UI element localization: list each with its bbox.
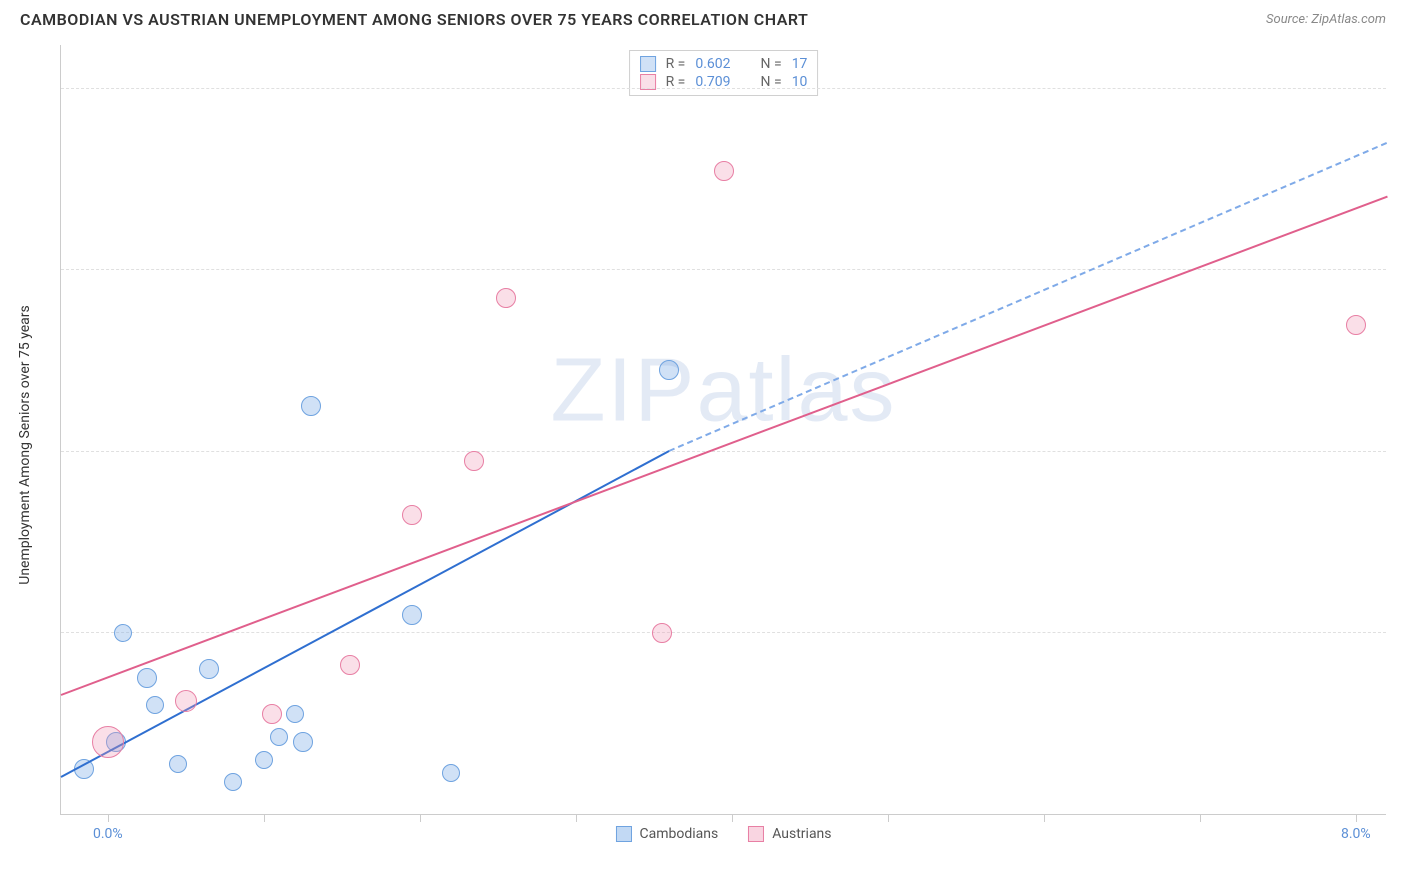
chart-title: CAMBODIAN VS AUSTRIAN UNEMPLOYMENT AMONG…	[20, 10, 808, 29]
scatter-point	[255, 751, 273, 769]
legend-label-austrians: Austrians	[772, 826, 831, 842]
legend-item-austrians: Austrians	[748, 826, 831, 842]
legend-item-cambodians: Cambodians	[615, 826, 718, 842]
x-tick	[1200, 814, 1201, 822]
scatter-point	[199, 659, 219, 679]
legend-swatch-cambodians	[615, 826, 631, 842]
y-tick-label: 20.0%	[1391, 609, 1406, 625]
x-tick	[108, 814, 109, 822]
r-label: R =	[666, 56, 686, 72]
chart-header: CAMBODIAN VS AUSTRIAN UNEMPLOYMENT AMONG…	[0, 0, 1406, 34]
scatter-point	[114, 624, 132, 642]
grid-line	[61, 632, 1386, 633]
scatter-point	[714, 161, 734, 181]
scatter-point	[659, 360, 679, 380]
x-tick	[732, 814, 733, 822]
plot-area: ZIPatlas R = 0.602 N = 17 R = 0.709 N = …	[60, 45, 1386, 815]
x-tick	[420, 814, 421, 822]
scatter-point	[146, 696, 164, 714]
scatter-point	[262, 704, 282, 724]
scatter-point	[137, 668, 157, 688]
scatter-point	[1346, 315, 1366, 335]
scatter-point	[301, 396, 321, 416]
scatter-point	[442, 764, 460, 782]
y-tick-label: 40.0%	[1391, 428, 1406, 444]
scatter-point	[293, 732, 313, 752]
scatter-point	[286, 705, 304, 723]
n-label: N =	[761, 56, 782, 72]
legend-swatch-austrians	[748, 826, 764, 842]
scatter-point	[340, 655, 360, 675]
y-tick-label: 80.0%	[1391, 65, 1406, 81]
chart-container: Unemployment Among Seniors over 75 years…	[60, 45, 1386, 845]
scatter-point	[224, 773, 242, 791]
r-value-cambodians: 0.602	[695, 56, 730, 72]
legend-bottom: Cambodians Austrians	[615, 826, 831, 842]
y-axis-label: Unemployment Among Seniors over 75 years	[17, 305, 33, 585]
swatch-cambodians	[640, 56, 656, 72]
scatter-point	[652, 623, 672, 643]
watermark-bold: ZIP	[550, 341, 696, 441]
source-citation: Source: ZipAtlas.com	[1266, 12, 1386, 27]
trend-line	[61, 196, 1388, 696]
y-tick-label: 60.0%	[1391, 246, 1406, 262]
stats-row-cambodians: R = 0.602 N = 17	[640, 55, 808, 73]
x-tick	[888, 814, 889, 822]
x-tick	[264, 814, 265, 822]
x-tick-label: 0.0%	[93, 826, 123, 842]
x-tick	[1044, 814, 1045, 822]
scatter-point	[169, 755, 187, 773]
n-value-cambodians: 17	[792, 56, 808, 72]
grid-line	[61, 451, 1386, 452]
x-tick	[1356, 814, 1357, 822]
scatter-point	[92, 726, 124, 758]
grid-line	[61, 88, 1386, 89]
legend-label-cambodians: Cambodians	[639, 826, 718, 842]
x-tick	[576, 814, 577, 822]
x-tick-label: 8.0%	[1341, 826, 1371, 842]
scatter-point	[402, 505, 422, 525]
scatter-point	[496, 288, 516, 308]
scatter-point	[464, 451, 484, 471]
trend-line-extrapolated	[669, 142, 1387, 452]
scatter-point	[175, 690, 197, 712]
scatter-point	[270, 728, 288, 746]
scatter-point	[402, 605, 422, 625]
